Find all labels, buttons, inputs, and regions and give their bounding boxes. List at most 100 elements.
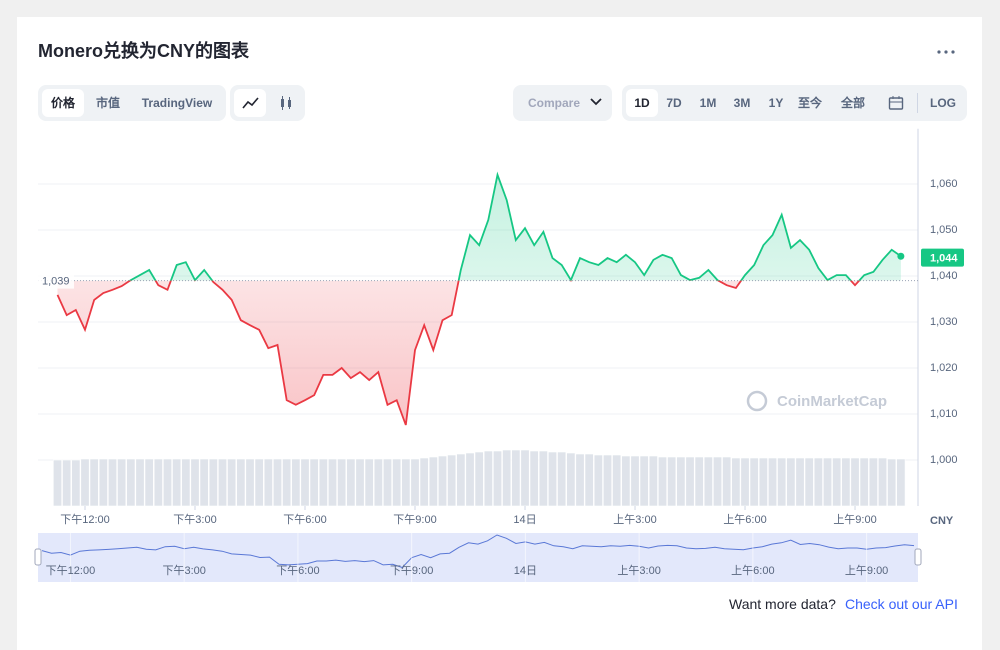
navigator-line	[41, 534, 915, 569]
volume-bar	[584, 453, 594, 507]
volume-bar	[703, 456, 713, 507]
log-toggle[interactable]: LOG	[930, 96, 956, 110]
volume-bar	[520, 449, 530, 507]
y-tick-label: 1,010	[930, 408, 958, 420]
volume-bar	[71, 459, 81, 507]
tab-group: 价格 市值 TradingView	[38, 85, 226, 121]
volume-bar	[181, 458, 191, 507]
volume-bar	[447, 454, 457, 507]
volume-bar	[254, 458, 264, 507]
navigator-handle[interactable]	[34, 548, 42, 566]
volume-bar	[126, 458, 136, 507]
tab[interactable]: TradingView	[141, 96, 213, 110]
volume-bar	[749, 457, 759, 507]
volume-bar	[538, 450, 548, 507]
volume-bar	[786, 457, 796, 507]
volume-bar	[612, 454, 622, 507]
volume-bar	[108, 458, 118, 507]
range-button[interactable]: 3M	[733, 96, 751, 110]
calendar[interactable]	[888, 95, 904, 111]
volume-bar	[804, 457, 814, 507]
range-button[interactable]: 至今	[797, 96, 822, 110]
x-tick-label: 上午3:00	[613, 513, 656, 526]
more-menu[interactable]	[936, 48, 956, 56]
volume-bar	[740, 457, 750, 507]
volume-bar	[410, 458, 420, 507]
volume-bar	[593, 454, 603, 507]
volume-bar	[190, 458, 200, 507]
volume-bar	[364, 458, 374, 507]
navigator-handle[interactable]	[914, 548, 922, 566]
navigator-tick-label: 下午3:00	[162, 564, 205, 577]
watermark-logo	[746, 390, 768, 412]
volume-bar	[373, 458, 383, 507]
volume-bar	[456, 453, 466, 507]
y-tick-label: 1,030	[930, 316, 958, 328]
volume-bar	[309, 458, 319, 507]
range-button[interactable]: 1Y	[768, 96, 784, 110]
volume-bar	[768, 457, 778, 507]
line-type[interactable]	[234, 89, 266, 117]
x-tick-label: 下午3:00	[173, 513, 216, 526]
x-tick-label: 上午6:00	[723, 513, 766, 526]
range-button[interactable]: 1M	[699, 96, 717, 110]
volume-bar	[878, 457, 888, 507]
volume-bar	[355, 458, 365, 507]
x-tick-label: 下午6:00	[283, 513, 326, 526]
volume-bar	[713, 456, 723, 507]
volume-bar	[199, 458, 209, 507]
navigator-tick-label: 上午9:00	[845, 564, 888, 577]
tab[interactable]: 价格	[42, 89, 84, 117]
chart-type-group	[230, 85, 305, 121]
x-tick-label: 下午12:00	[60, 513, 110, 526]
volume-bar	[603, 454, 613, 507]
volume-bar	[52, 459, 62, 507]
volume-bar	[758, 457, 768, 507]
volume-bar	[777, 457, 787, 507]
volume-bar	[291, 458, 301, 507]
range-button[interactable]: 1D	[626, 89, 658, 117]
volume-bar	[401, 458, 411, 507]
volume-bar	[630, 455, 640, 507]
volume-bar	[438, 455, 448, 507]
volume-bar	[328, 458, 338, 507]
volume-bar	[245, 458, 255, 507]
volume-bar	[887, 458, 897, 507]
navigator-tick-label: 上午3:00	[617, 564, 660, 577]
range-button[interactable]: 全部	[840, 96, 865, 110]
volume-bar	[208, 458, 218, 507]
volume-bar	[80, 458, 90, 507]
y-tick-label: 1,020	[930, 362, 958, 374]
volume-bar	[227, 458, 237, 507]
range-button[interactable]: 7D	[666, 96, 682, 110]
navigator-tick-label: 上午6:00	[731, 564, 774, 577]
volume-bar	[98, 458, 108, 507]
volume-bar	[575, 453, 585, 507]
tab[interactable]: 市值	[95, 96, 120, 110]
volume-bar	[163, 458, 173, 507]
y-tick-label: 1,060	[930, 178, 958, 190]
y-tick-label: 1,000	[930, 454, 958, 466]
last-price-tag	[921, 248, 964, 267]
x-tick-label: 上午9:00	[833, 513, 876, 526]
last-point	[897, 252, 905, 260]
volume-bar	[813, 457, 823, 507]
navigator-tick-label: 下午9:00	[390, 564, 433, 577]
volume-bar	[318, 458, 328, 507]
volume-bar	[153, 458, 163, 507]
currency-label: CNY	[930, 515, 954, 527]
volume-bar	[428, 456, 438, 507]
api-link[interactable]: Check out our API	[845, 596, 958, 612]
last-price-label: 1,044	[930, 253, 958, 265]
navigator-tick-label: 下午12:00	[46, 564, 96, 577]
area-up	[57, 174, 901, 281]
candle-type[interactable]	[270, 89, 302, 117]
volume-bar	[795, 457, 805, 507]
volume-bar	[658, 456, 668, 507]
x-tick-label: 14日	[513, 514, 536, 526]
volume-bar	[273, 458, 283, 507]
volume-bar	[557, 451, 567, 507]
compare-dropdown[interactable]: Compare	[513, 85, 612, 121]
volume-bar	[172, 458, 182, 507]
